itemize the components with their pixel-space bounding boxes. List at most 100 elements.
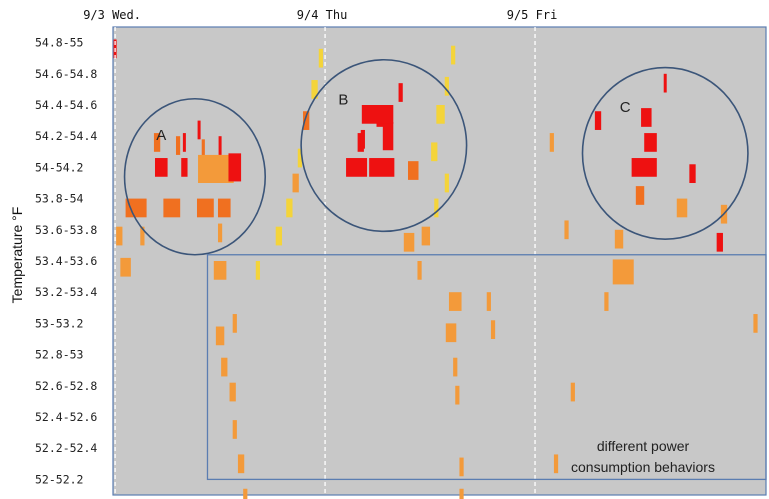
- heat-cell: [604, 292, 609, 311]
- heat-cell: [175, 136, 181, 155]
- heat-cell: [181, 158, 188, 177]
- day-label: 9/3 Wed.: [83, 8, 141, 22]
- heat-cell: [292, 173, 299, 193]
- heat-cell: [676, 198, 688, 218]
- heat-cell: [196, 198, 214, 218]
- heat-cell: [382, 122, 394, 151]
- heat-cell: [421, 226, 431, 246]
- y-tick-label: 54-54.2: [35, 160, 83, 174]
- y-tick-label: 53.8-54: [35, 192, 84, 206]
- y-tick-label: 52-52.2: [35, 472, 83, 486]
- heat-cell: [753, 314, 758, 333]
- cluster-label: B: [338, 91, 348, 108]
- y-tick-label: 52.2-52.4: [35, 441, 97, 455]
- heat-cell: [417, 261, 422, 280]
- heat-cell: [255, 261, 260, 280]
- heat-cell: [311, 80, 318, 99]
- heat-cell: [218, 136, 222, 155]
- day-label: 9/4 Thu: [297, 8, 348, 22]
- heat-cell: [116, 226, 123, 246]
- annotation-line-1: different power: [597, 438, 690, 454]
- heat-cell: [232, 420, 237, 439]
- y-tick-label: 53-53.2: [35, 316, 83, 330]
- y-tick-label: 54.4-54.6: [35, 98, 97, 112]
- heat-cell: [594, 111, 602, 130]
- heat-cell: [228, 153, 242, 182]
- heat-cell: [453, 357, 458, 377]
- heat-cell: [716, 232, 723, 252]
- heat-cell: [346, 158, 368, 177]
- heat-cell: [431, 142, 438, 162]
- heat-cell: [232, 314, 237, 333]
- heat-cell: [369, 158, 395, 177]
- y-tick-label: 54.2-54.4: [35, 129, 97, 143]
- heat-cell: [490, 320, 496, 339]
- cluster-label: C: [620, 99, 631, 116]
- heat-cell: [570, 382, 575, 402]
- heat-cell: [663, 73, 667, 93]
- heat-cell: [153, 133, 161, 152]
- heat-cell: [163, 198, 181, 218]
- y-tick-label: 52.4-52.6: [35, 410, 97, 424]
- heat-cell: [549, 133, 554, 152]
- heat-cell: [217, 198, 231, 218]
- y-tick-label: 52.6-52.8: [35, 379, 97, 393]
- heat-cell: [360, 129, 365, 149]
- cluster-ellipse: [581, 66, 749, 240]
- heat-cell: [361, 105, 394, 124]
- heat-cell: [553, 454, 559, 474]
- heat-cell: [444, 173, 449, 193]
- heat-cell: [631, 158, 657, 177]
- heat-cell: [217, 223, 223, 243]
- heat-cell: [459, 457, 464, 477]
- heat-cell: [303, 111, 310, 130]
- heat-cell: [215, 326, 225, 346]
- heat-cell: [689, 164, 696, 183]
- heat-cell: [318, 48, 323, 68]
- heat-cell: [641, 108, 652, 127]
- cluster-label: A: [156, 127, 166, 144]
- annotation-line-2: consumption behaviors: [571, 459, 715, 475]
- heat-cell: [237, 454, 245, 474]
- heat-cell: [154, 158, 168, 177]
- heat-cell: [243, 488, 248, 499]
- heat-cell: [455, 385, 460, 405]
- heat-cell: [614, 229, 624, 249]
- heat-cell: [140, 226, 145, 246]
- heat-cell: [644, 133, 657, 152]
- y-tick-label: 54.6-54.8: [35, 67, 97, 81]
- heat-cell: [486, 292, 491, 311]
- heat-cell: [213, 261, 227, 280]
- y-tick-label: 53.2-53.4: [35, 285, 97, 299]
- heat-cell: [297, 148, 302, 168]
- heat-cell: [398, 83, 403, 102]
- heat-cell: [436, 105, 445, 124]
- heat-cell: [612, 259, 634, 285]
- heat-cell: [182, 133, 186, 152]
- heat-cell: [408, 161, 419, 180]
- heat-cell: [197, 120, 201, 140]
- heat-cell: [229, 382, 236, 402]
- day-label: 9/5 Fri: [507, 8, 558, 22]
- heat-cell: [459, 488, 464, 499]
- heat-cell: [635, 186, 645, 205]
- y-tick-label: 52.8-53: [35, 348, 84, 362]
- heat-cell: [125, 198, 147, 218]
- heat-cell: [434, 198, 439, 218]
- heat-cell: [448, 292, 462, 311]
- heat-cell: [275, 226, 283, 246]
- heat-cell: [120, 257, 131, 277]
- heat-cell: [286, 198, 293, 218]
- y-tick-label: 53.6-53.8: [35, 223, 97, 237]
- y-tick-label: 53.4-53.6: [35, 254, 97, 268]
- annotation-box: [206, 254, 767, 481]
- plot-area: [112, 26, 767, 496]
- heat-cell: [403, 232, 415, 252]
- cluster-ellipse: [300, 58, 468, 233]
- heat-cell: [444, 76, 449, 96]
- heat-cell: [451, 45, 456, 65]
- heat-cell: [564, 220, 569, 240]
- heat-cell: [445, 323, 457, 343]
- y-tick-label: 54.8-55: [35, 36, 83, 50]
